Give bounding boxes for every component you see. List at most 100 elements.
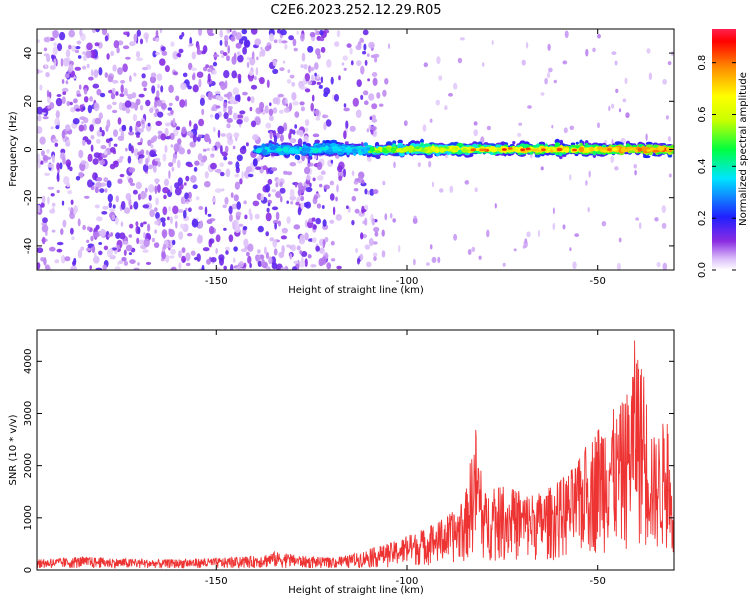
noise-cell: [173, 127, 179, 137]
noise-cell: [208, 32, 215, 37]
noise-cell: [91, 245, 96, 254]
noise-cell: [74, 49, 80, 54]
noise-cell: [300, 64, 304, 69]
noise-cell: [587, 206, 590, 213]
noise-cell: [101, 29, 108, 36]
band-cell: [282, 147, 288, 151]
noise-cell: [618, 237, 622, 243]
noise-cell: [259, 51, 262, 58]
noise-cell: [320, 170, 326, 175]
noise-cell: [233, 194, 239, 202]
colorbar-tick-label: 0.2: [697, 210, 708, 226]
noise-cell: [330, 240, 335, 246]
noise-cell: [286, 171, 293, 176]
noise-cell: [185, 262, 191, 267]
noise-cell: [215, 95, 221, 100]
noise-cell: [201, 264, 205, 270]
noise-cell: [141, 120, 145, 125]
noise-cell: [168, 206, 171, 212]
noise-cell: [207, 91, 213, 101]
noise-cell: [68, 64, 74, 73]
noise-cell: [271, 189, 277, 193]
noise-cell: [336, 265, 342, 270]
noise-cell: [198, 78, 202, 88]
noise-cell: [316, 74, 320, 79]
noise-cell: [129, 41, 136, 47]
noise-cell: [129, 75, 132, 82]
noise-cell: [552, 207, 555, 215]
noise-cell: [128, 167, 136, 173]
noise-cell: [248, 77, 254, 82]
noise-cell: [56, 94, 62, 97]
noise-cell: [199, 97, 205, 106]
y-tick-label: 0: [23, 567, 34, 573]
noise-cell: [103, 150, 108, 156]
noise-cell: [351, 220, 355, 226]
band-cell: [575, 141, 579, 145]
colorbar-tick-label: 0.8: [697, 55, 708, 71]
noise-cell: [87, 153, 93, 162]
noise-cell: [374, 231, 379, 237]
colorbar-tick-label: 0.4: [697, 158, 708, 174]
noise-cell: [292, 101, 299, 106]
noise-cell: [190, 67, 197, 71]
noise-cell: [75, 46, 81, 50]
noise-cell: [289, 162, 297, 167]
band-cell: [288, 148, 297, 154]
noise-cell: [236, 154, 243, 162]
noise-cell: [196, 50, 202, 55]
noise-cell: [183, 182, 187, 186]
band-cell: [318, 148, 322, 153]
noise-cell: [247, 243, 254, 252]
noise-cell: [92, 29, 96, 34]
noise-cell: [238, 223, 244, 227]
noise-cell: [73, 207, 77, 216]
colorbar-tick-label: 0.0: [697, 262, 708, 278]
noise-cell: [226, 55, 230, 62]
noise-cell: [220, 133, 226, 137]
noise-cell: [233, 246, 238, 252]
noise-cell: [89, 124, 94, 132]
noise-cell: [248, 70, 254, 76]
noise-cell: [486, 229, 490, 238]
band-cell: [490, 147, 499, 153]
noise-cell: [324, 236, 329, 243]
noise-cell: [517, 132, 522, 137]
noise-cell: [65, 80, 69, 85]
noise-cell: [140, 149, 145, 156]
noise-cell: [145, 261, 152, 265]
noise-cell: [53, 42, 57, 47]
noise-cell: [125, 192, 132, 201]
noise-cell: [128, 131, 135, 136]
noise-cell: [94, 117, 102, 125]
noise-cell: [95, 29, 100, 33]
noise-cell: [59, 31, 66, 41]
noise-cell: [62, 219, 67, 228]
noise-cell: [59, 162, 63, 170]
noise-cell: [119, 156, 124, 160]
noise-cell: [60, 254, 66, 264]
noise-cell: [153, 135, 157, 142]
noise-cell: [254, 38, 262, 46]
noise-cell: [178, 231, 184, 240]
noise-cell: [307, 254, 312, 259]
noise-cell: [154, 220, 160, 226]
noise-cell: [237, 54, 244, 63]
noise-cell: [283, 122, 288, 132]
noise-cell: [471, 246, 476, 253]
noise-cell: [289, 253, 293, 260]
noise-cell: [346, 205, 349, 209]
noise-cell: [39, 84, 43, 91]
noise-cell: [164, 254, 170, 263]
band-cell: [439, 147, 446, 152]
noise-cell: [220, 82, 227, 91]
noise-cell: [264, 246, 267, 255]
noise-cell: [102, 264, 107, 270]
noise-cell: [289, 74, 295, 79]
noise-cell: [221, 151, 228, 157]
noise-cell: [120, 200, 126, 210]
noise-cell: [118, 260, 123, 265]
noise-cell: [362, 90, 369, 96]
noise-cell: [125, 107, 131, 114]
noise-cell: [196, 71, 204, 78]
